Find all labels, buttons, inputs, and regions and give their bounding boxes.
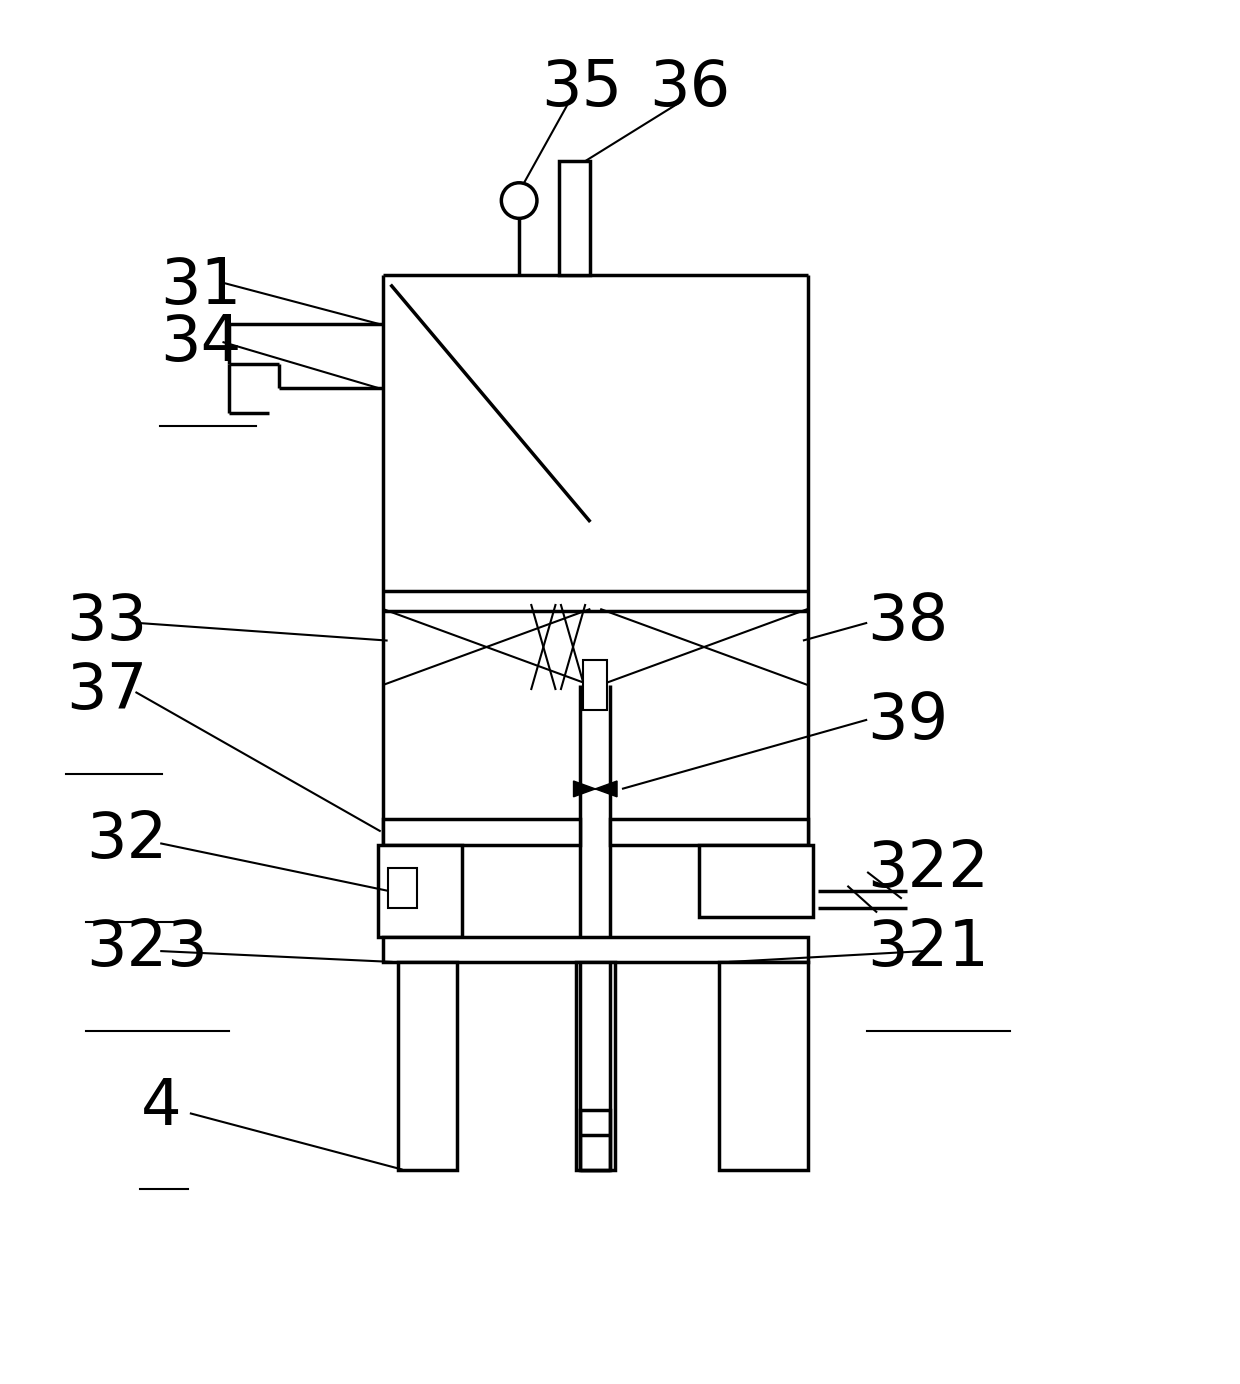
Text: 36: 36 — [650, 57, 730, 119]
Text: 38: 38 — [867, 591, 949, 653]
Bar — [378, 846, 461, 937]
Text: 322: 322 — [867, 839, 990, 901]
Text: 4: 4 — [140, 1075, 181, 1138]
Bar — [388, 868, 418, 908]
Bar — [699, 846, 812, 918]
Bar — [398, 962, 456, 1169]
Text: 34: 34 — [160, 313, 242, 374]
Bar — [719, 962, 808, 1169]
Polygon shape — [595, 781, 618, 797]
Bar — [559, 161, 590, 275]
Text: 33: 33 — [66, 591, 148, 653]
Bar — [583, 660, 608, 710]
Bar — [383, 818, 580, 846]
Text: 31: 31 — [160, 255, 242, 317]
Bar — [383, 937, 808, 962]
Polygon shape — [574, 781, 595, 797]
Circle shape — [501, 183, 537, 219]
Text: 321: 321 — [867, 918, 990, 980]
Text: 39: 39 — [867, 691, 949, 752]
Bar — [575, 962, 615, 1169]
Text: 323: 323 — [86, 918, 208, 980]
Bar — [580, 1110, 610, 1169]
Text: 35: 35 — [541, 57, 622, 119]
Bar — [610, 818, 808, 846]
Text: 37: 37 — [66, 660, 148, 722]
Text: 32: 32 — [86, 808, 167, 871]
